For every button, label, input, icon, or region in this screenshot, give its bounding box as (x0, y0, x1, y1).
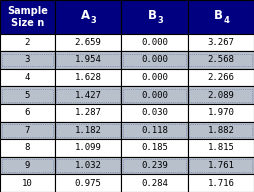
Text: 1.182: 1.182 (74, 126, 101, 135)
Text: 0.975: 0.975 (74, 179, 101, 188)
Text: 1.954: 1.954 (74, 55, 101, 65)
Text: 1.032: 1.032 (74, 161, 101, 170)
Text: B: B (214, 9, 223, 22)
Bar (188, 157, 254, 174)
Text: 3: 3 (91, 16, 96, 25)
Text: 4: 4 (224, 16, 229, 25)
Bar (121, 174, 188, 192)
Bar (55, 0, 121, 34)
Bar (0, 0, 55, 34)
Text: 3: 3 (25, 55, 30, 65)
Bar (55, 104, 121, 122)
Text: 1.970: 1.970 (208, 108, 234, 117)
Bar (55, 51, 121, 69)
Bar (121, 86, 188, 104)
Bar (188, 174, 254, 192)
Bar (2, 159, 53, 172)
Text: 2.568: 2.568 (208, 55, 234, 65)
Text: 1.761: 1.761 (208, 161, 234, 170)
Bar (0, 86, 55, 104)
Text: 9: 9 (25, 161, 30, 170)
Bar (2, 54, 53, 66)
Text: 0.000: 0.000 (141, 91, 168, 100)
Bar (188, 34, 254, 51)
Text: 2: 2 (25, 38, 30, 47)
Bar (0, 174, 55, 192)
Bar (55, 69, 121, 86)
Text: 1.628: 1.628 (74, 73, 101, 82)
Text: 1.716: 1.716 (208, 179, 234, 188)
Bar (121, 0, 188, 34)
Text: 3.267: 3.267 (208, 38, 234, 47)
Text: 1.427: 1.427 (74, 91, 101, 100)
Bar (121, 34, 188, 51)
Bar (0, 139, 55, 157)
Bar (189, 159, 252, 172)
Bar (123, 124, 186, 137)
Bar (0, 34, 55, 51)
Bar (0, 51, 55, 69)
Bar (55, 122, 121, 139)
Text: 2.659: 2.659 (74, 38, 101, 47)
Text: 0.000: 0.000 (141, 38, 168, 47)
Text: B: B (148, 9, 157, 22)
Bar (56, 124, 120, 137)
Bar (123, 159, 186, 172)
Text: 2.089: 2.089 (208, 91, 234, 100)
Bar (56, 54, 120, 66)
Bar (56, 159, 120, 172)
Text: A: A (81, 9, 90, 22)
Text: 10: 10 (22, 179, 33, 188)
Bar (123, 54, 186, 66)
Text: 3: 3 (157, 16, 163, 25)
Text: Sample
Size n: Sample Size n (7, 6, 48, 28)
Bar (188, 51, 254, 69)
Bar (189, 54, 252, 66)
Text: 0.000: 0.000 (141, 55, 168, 65)
Bar (188, 86, 254, 104)
Text: 2.266: 2.266 (208, 73, 234, 82)
Bar (188, 104, 254, 122)
Text: 5: 5 (25, 91, 30, 100)
Bar (56, 89, 120, 102)
Bar (55, 174, 121, 192)
Text: 0.185: 0.185 (141, 143, 168, 152)
Bar (121, 104, 188, 122)
Text: 1.287: 1.287 (74, 108, 101, 117)
Bar (188, 69, 254, 86)
Bar (123, 89, 186, 102)
Bar (121, 69, 188, 86)
Text: 0.030: 0.030 (141, 108, 168, 117)
Bar (0, 104, 55, 122)
Bar (55, 139, 121, 157)
Text: 0.118: 0.118 (141, 126, 168, 135)
Bar (121, 139, 188, 157)
Bar (188, 0, 254, 34)
Bar (2, 124, 53, 137)
Text: 0.239: 0.239 (141, 161, 168, 170)
Bar (189, 89, 252, 102)
Bar (189, 124, 252, 137)
Text: 1.882: 1.882 (208, 126, 234, 135)
Bar (55, 34, 121, 51)
Text: 0.000: 0.000 (141, 73, 168, 82)
Bar (188, 139, 254, 157)
Text: 6: 6 (25, 108, 30, 117)
Bar (0, 157, 55, 174)
Bar (0, 69, 55, 86)
Bar (188, 122, 254, 139)
Text: 8: 8 (25, 143, 30, 152)
Bar (121, 157, 188, 174)
Text: 1.815: 1.815 (208, 143, 234, 152)
Bar (55, 157, 121, 174)
Bar (0, 122, 55, 139)
Bar (2, 89, 53, 102)
Bar (55, 86, 121, 104)
Bar (121, 51, 188, 69)
Text: 4: 4 (25, 73, 30, 82)
Bar (121, 122, 188, 139)
Text: 7: 7 (25, 126, 30, 135)
Text: 0.284: 0.284 (141, 179, 168, 188)
Text: 1.099: 1.099 (74, 143, 101, 152)
